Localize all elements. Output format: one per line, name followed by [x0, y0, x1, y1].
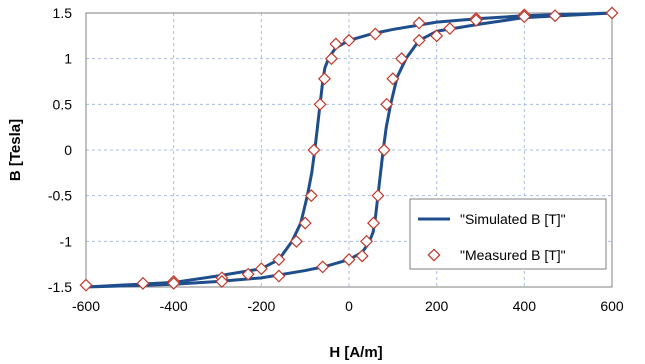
x-tick-label: 400: [513, 298, 537, 314]
measured-b-marker: [241, 267, 255, 281]
x-tick-label: -400: [160, 298, 188, 314]
x-tick-label: -600: [72, 298, 100, 314]
y-tick-label: -1.5: [48, 279, 72, 295]
x-tick-label: 600: [600, 298, 624, 314]
measured-b-marker: [605, 6, 619, 20]
measured-b-marker: [342, 253, 356, 267]
y-tick-label: 1: [64, 51, 72, 67]
legend: "Simulated B [T]" "Measured B [T]": [409, 198, 607, 270]
measured-b-marker: [517, 10, 531, 24]
measured-b-marker: [548, 9, 562, 23]
measured-b-marker: [272, 253, 286, 267]
plot-area-border: [85, 12, 613, 288]
measured-b-marker: [443, 22, 457, 36]
measured-b-marker: [371, 189, 385, 203]
measured-b-marker: [386, 72, 400, 86]
y-axis-tick-labels: -1.5 -1 -0.5 0 0.5 1 1.5: [48, 5, 72, 295]
y-tick-label: 0.5: [53, 96, 73, 112]
measured-b-marker: [367, 216, 381, 230]
y-tick-label: -1: [60, 233, 73, 249]
measured-b-marker: [368, 27, 382, 41]
measured-b-marker: [342, 33, 356, 47]
measured-b-marker: [430, 29, 444, 43]
measured-b-marker: [395, 52, 409, 66]
measured-b-marker: [360, 234, 374, 248]
measured-b-marker: [136, 276, 150, 290]
measured-b-marker: [298, 216, 312, 230]
x-tick-label: -200: [247, 298, 275, 314]
measured-b-marker: [412, 33, 426, 47]
measured-b-marker: [329, 37, 343, 51]
measured-b-marker: [289, 234, 303, 248]
legend-simulated-label: "Simulated B [T]": [460, 211, 566, 227]
measured-b-marker: [307, 143, 321, 157]
measured-b-marker: [304, 189, 318, 203]
x-tick-label: 200: [425, 298, 449, 314]
measured-b-marker: [377, 143, 391, 157]
measured-b-marker: [355, 249, 369, 263]
measured-b-marker: [412, 16, 426, 30]
measured-b-marker: [469, 13, 483, 27]
legend-measured-label: "Measured B [T]": [460, 247, 566, 263]
measured-b-marker: [324, 52, 338, 66]
measured-b-marker: [317, 72, 331, 86]
measured-b-marker: [215, 275, 229, 289]
y-tick-label: -0.5: [48, 188, 72, 204]
series-layer: [79, 6, 619, 292]
legend-measured-marker-swatch: [427, 248, 441, 262]
y-axis-title: B [Tesla]: [7, 119, 24, 181]
measured-b-marker: [254, 262, 268, 276]
legend-box: [409, 198, 607, 270]
x-axis-tick-labels: -600 -400 -200 0 200 400 600: [72, 298, 624, 314]
measured-b-marker: [316, 260, 330, 274]
measured-b-marker: [79, 278, 93, 292]
x-tick-label: 0: [345, 298, 353, 314]
measured-b-marker: [272, 269, 286, 283]
x-axis-title: H [A/m]: [329, 344, 382, 361]
y-tick-label: 0: [64, 142, 72, 158]
y-tick-label: 1.5: [53, 5, 73, 21]
measured-b-marker: [313, 97, 327, 111]
measured-b-marker: [380, 97, 394, 111]
measured-b-marker: [167, 276, 181, 290]
